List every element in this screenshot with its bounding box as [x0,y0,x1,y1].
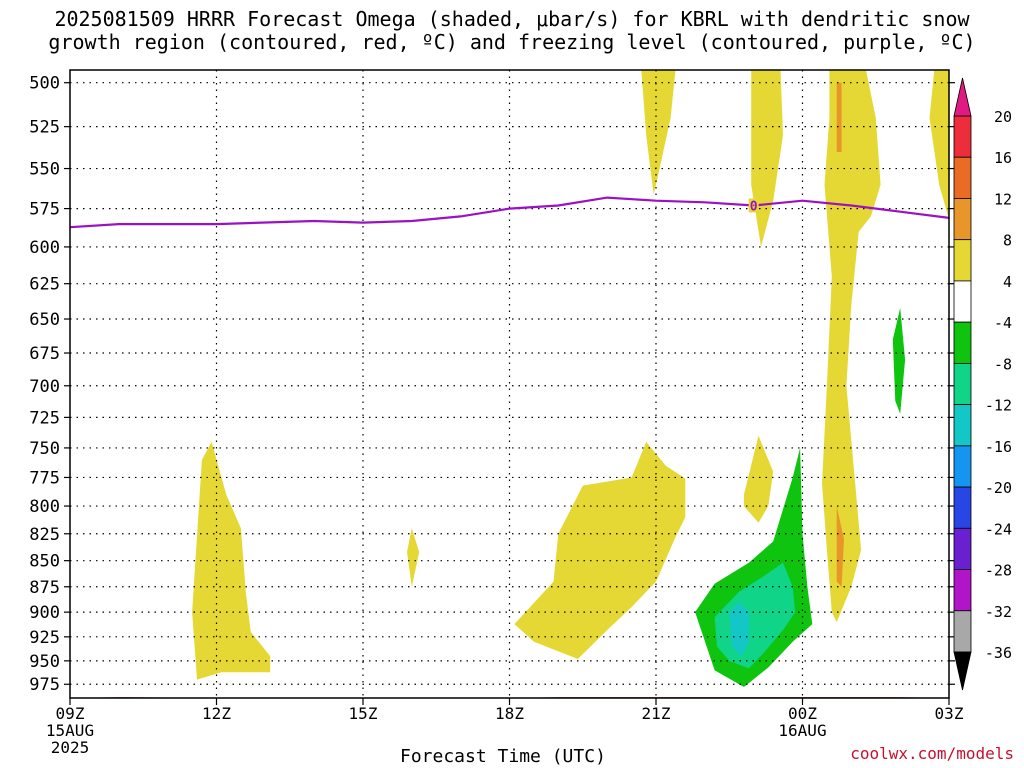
y-tick-label: 925 [29,628,60,648]
y-tick-label: 650 [29,310,60,330]
x-tick-label: 12Z [202,704,231,723]
y-tick-label: 550 [29,160,60,180]
y-tick-label: 825 [29,525,60,545]
x-tick-label: 18Z [495,704,524,723]
y-tick-label: 850 [29,552,60,572]
y-tick-label: 625 [29,275,60,295]
colorbar-label: 20 [994,108,1012,126]
colorbar-label: 16 [994,149,1012,167]
y-tick-label: 800 [29,497,60,517]
colorbar-swatch [953,445,972,488]
x-axis-label: Forecast Time (UTC) [400,746,606,767]
x-tick-label: 00Z [788,704,817,723]
colorbar-swatch [953,527,972,570]
colorbar-swatch [953,569,972,612]
y-tick-label: 900 [29,603,60,623]
omega-region [892,307,906,414]
y-tick-label: 875 [29,578,60,598]
colorbar-bottom-arrow [953,651,972,691]
chart-title-line-1: 2025081509 HRRR Forecast Omega (shaded, … [54,7,970,31]
omega-region [751,70,783,247]
colorbar-label: 12 [994,190,1012,208]
y-tick-label: 975 [29,675,60,695]
colorbar-label: -4 [994,314,1012,332]
y-tick-label: 700 [29,377,60,397]
y-tick-label: 600 [29,238,60,258]
omega-region [836,506,844,587]
chart-title-line-2: growth region (contoured, red, ºC) and f… [48,30,976,54]
y-tick-label: 675 [29,344,60,364]
omega-region [192,441,271,680]
omega-region [641,70,676,195]
colorbar-swatch [953,115,972,158]
x-tick-label: 09Z [56,704,85,723]
colorbar-label: -20 [985,479,1012,497]
date-label: 2025 [51,738,90,757]
colorbar-swatch [953,362,972,406]
colorbar-swatch [953,610,972,653]
y-tick-label: 500 [29,74,60,94]
omega-region [822,70,881,623]
colorbar-swatch [953,321,972,364]
freezing-level-label: 0 [750,199,758,214]
omega-region [514,441,686,659]
y-tick-label: 575 [29,200,60,220]
y-tick-label: 950 [29,652,60,672]
omega-region [407,528,420,587]
date-label: 15AUG [46,721,94,740]
colorbar-swatch [953,239,972,282]
colorbar-label: -36 [985,644,1012,662]
omega-region [836,82,842,152]
x-tick-label: 21Z [642,704,671,723]
colorbar-label: 8 [1003,232,1012,250]
y-tick-label: 775 [29,468,60,488]
y-tick-label: 725 [29,408,60,428]
colorbar-label: -12 [985,397,1012,415]
date-label: 16AUG [778,721,826,740]
colorbar-label: 4 [1003,273,1012,291]
omega-region [729,602,749,657]
colorbar-swatch [953,156,972,199]
colorbar-label: -16 [985,438,1012,456]
colorbar-label: -28 [985,562,1012,580]
omega-region [743,435,774,523]
freezing-level-line [69,196,950,229]
colorbar-swatch [953,404,972,447]
freezing-level-label-bg [748,198,759,213]
colorbar-top-arrow [953,77,972,117]
colorbar-label: -24 [985,520,1012,538]
chart-title: 2025081509 HRRR Forecast Omega (shaded, … [0,8,1024,54]
colorbar-label: -8 [994,355,1012,373]
y-tick-label: 525 [29,118,60,138]
credit-link[interactable]: coolwx.com/models [850,744,1014,763]
colorbar-swatch [953,280,972,323]
colorbar-swatch [953,198,972,241]
omega-region [929,70,949,220]
colorbar-label: -32 [985,603,1012,621]
x-tick-label: 03Z [935,704,964,723]
colorbar-swatch [953,486,972,529]
x-tick-label: 15Z [349,704,378,723]
y-tick-label: 750 [29,439,60,459]
